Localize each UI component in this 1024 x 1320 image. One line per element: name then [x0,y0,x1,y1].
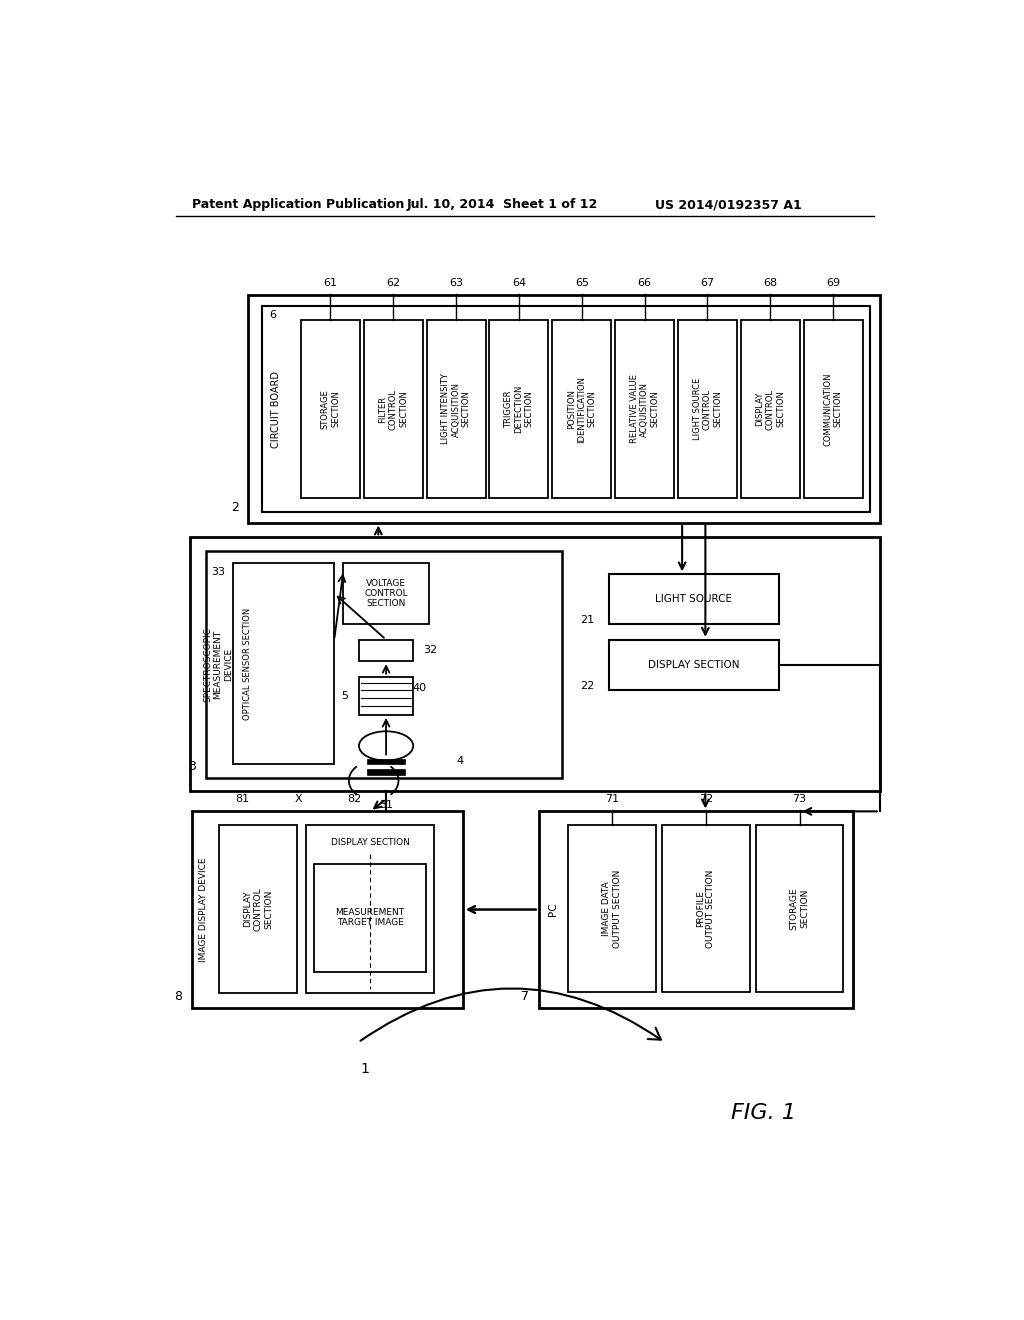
Text: 32: 32 [423,645,437,656]
Text: 2: 2 [231,500,239,513]
Bar [740,321,800,498]
Text: 8: 8 [174,990,182,1003]
Text: X: X [295,795,302,804]
Text: 69: 69 [826,279,841,288]
Bar [427,321,485,498]
Text: 4: 4 [456,756,463,767]
Text: LIGHT SOURCE: LIGHT SOURCE [655,594,732,605]
Bar [568,825,655,993]
Text: STORAGE
SECTION: STORAGE SECTION [790,887,809,931]
Text: 22: 22 [581,681,595,690]
Bar [367,759,406,764]
Bar [756,825,844,993]
Text: 72: 72 [698,795,713,804]
Text: VOLTAGE
CONTROL
SECTION: VOLTAGE CONTROL SECTION [365,578,408,609]
Text: RELATIVE VALUE
ACQUISITION
SECTION: RELATIVE VALUE ACQUISITION SECTION [630,375,659,444]
Bar [233,562,334,764]
Text: DISPLAY SECTION: DISPLAY SECTION [331,838,410,846]
Text: 73: 73 [793,795,807,804]
Text: 3: 3 [188,760,197,774]
Text: DISPLAY SECTION: DISPLAY SECTION [648,660,739,669]
Text: PC: PC [548,903,558,916]
Bar [662,825,750,993]
Bar [359,677,414,715]
Text: 65: 65 [574,279,589,288]
Bar [248,296,880,523]
Text: 67: 67 [700,279,715,288]
Text: 62: 62 [386,279,400,288]
Bar [678,321,737,498]
Text: 31: 31 [379,800,393,810]
Text: STORAGE
SECTION: STORAGE SECTION [321,389,340,429]
Text: PROFILE
OUTPUT SECTION: PROFILE OUTPUT SECTION [696,870,716,948]
Text: 82: 82 [347,795,361,804]
Text: DISPLAY
CONTROL
SECTION: DISPLAY CONTROL SECTION [756,388,785,429]
Text: 61: 61 [324,279,337,288]
Bar [206,552,562,779]
Bar [314,863,426,972]
Text: IMAGE DISPLAY DEVICE: IMAGE DISPLAY DEVICE [200,857,209,962]
Text: OPTICAL SENSOR SECTION: OPTICAL SENSOR SECTION [243,607,252,719]
Text: 68: 68 [763,279,777,288]
Bar [608,574,779,624]
Bar [489,321,549,498]
Text: 21: 21 [581,615,595,626]
Text: 71: 71 [605,795,620,804]
Text: 64: 64 [512,279,526,288]
Bar [552,321,611,498]
Bar [190,537,880,791]
Text: 5: 5 [341,690,348,701]
FancyArrowPatch shape [360,989,660,1040]
Text: SPECTROSCOPIC
MEASUREMENT
DEVICE: SPECTROSCOPIC MEASUREMENT DEVICE [203,627,232,702]
Text: DISPLAY
CONTROL
SECTION: DISPLAY CONTROL SECTION [244,887,273,931]
Text: 66: 66 [638,279,651,288]
Text: Patent Application Publication: Patent Application Publication [191,198,403,211]
Bar [539,812,853,1007]
Bar [367,770,406,775]
Text: 7: 7 [521,990,529,1003]
Text: 40: 40 [413,684,426,693]
Text: 63: 63 [450,279,463,288]
Bar [364,321,423,498]
Text: 81: 81 [236,795,250,804]
Text: Jul. 10, 2014  Sheet 1 of 12: Jul. 10, 2014 Sheet 1 of 12 [407,198,598,211]
Text: LIGHT INTENSITY
ACQUISITION
SECTION: LIGHT INTENSITY ACQUISITION SECTION [441,374,471,445]
Bar [343,562,429,624]
Bar [608,640,779,689]
Bar [359,640,414,661]
Bar [219,825,297,993]
Bar [615,321,674,498]
Text: US 2014/0192357 A1: US 2014/0192357 A1 [655,198,802,211]
Text: FILTER
CONTROL
SECTION: FILTER CONTROL SECTION [378,388,409,429]
Text: 33: 33 [212,566,225,577]
Text: CIRCUIT BOARD: CIRCUIT BOARD [271,371,281,447]
Bar [262,306,870,512]
Text: 1: 1 [360,1063,370,1076]
Bar [191,812,463,1007]
Ellipse shape [359,731,414,760]
Text: FIG. 1: FIG. 1 [731,1104,796,1123]
Text: IMAGE DATA
OUTPUT SECTION: IMAGE DATA OUTPUT SECTION [602,870,622,948]
Bar [306,825,434,993]
Bar [301,321,359,498]
Text: COMMUNICATION
SECTION: COMMUNICATION SECTION [823,372,843,446]
Text: POSITION
IDENTIFICATION
SECTION: POSITION IDENTIFICATION SECTION [567,375,597,442]
Text: 6: 6 [269,310,276,321]
Text: LIGHT SOURCE
CONTROL
SECTION: LIGHT SOURCE CONTROL SECTION [692,378,722,440]
Text: MEASUREMENT
TARGET IMAGE: MEASUREMENT TARGET IMAGE [336,908,404,928]
Text: TRIGGER
DETECTION
SECTION: TRIGGER DETECTION SECTION [504,385,534,433]
Bar [804,321,862,498]
